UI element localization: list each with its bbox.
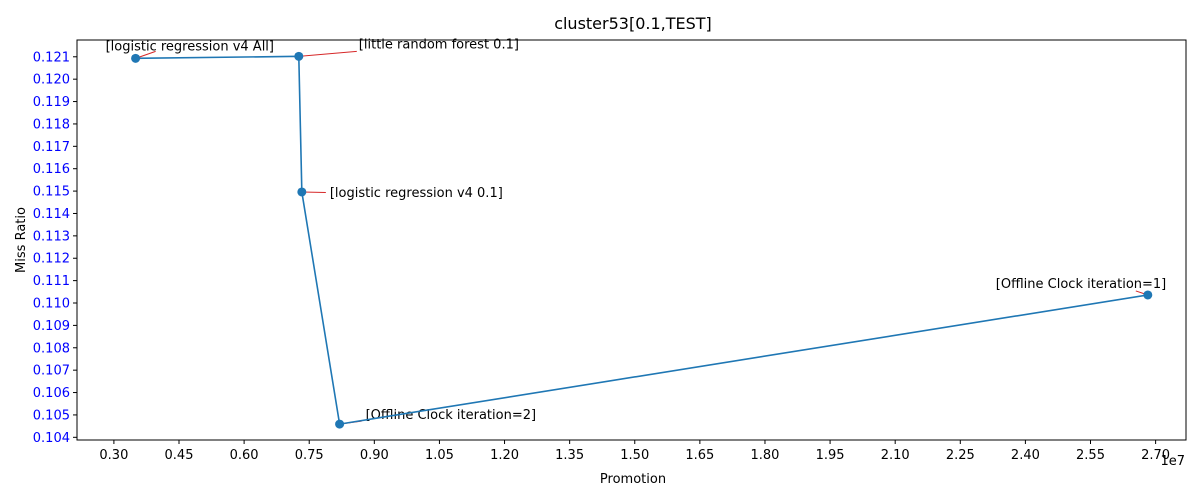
x-tick-label: 2.70 xyxy=(1141,448,1170,463)
y-tick-label: 0.107 xyxy=(33,364,70,379)
axes-frame xyxy=(76,39,1187,441)
x-offset-label: 1e7 xyxy=(1160,454,1185,469)
annotation-connector xyxy=(298,50,357,57)
x-axis-label: Promotion xyxy=(600,472,666,487)
y-axis-label: Miss Ratio xyxy=(14,207,29,273)
annotation-label: [little random forest 0.1] xyxy=(359,37,519,52)
x-tick-label: 2.40 xyxy=(1011,448,1040,463)
data-point xyxy=(294,51,304,61)
y-tick-label: 0.111 xyxy=(33,274,70,289)
x-tick-label: 1.20 xyxy=(490,448,519,463)
x-tick-label: 0.60 xyxy=(230,448,259,463)
x-tick-label: 0.45 xyxy=(165,448,194,463)
y-tick-label: 0.110 xyxy=(33,297,70,312)
x-tick-label: 0.75 xyxy=(295,448,324,463)
y-tick-label: 0.112 xyxy=(33,252,70,267)
y-tick-label: 0.120 xyxy=(33,73,70,88)
data-point xyxy=(335,419,345,429)
x-tick-label: 1.35 xyxy=(555,448,584,463)
y-tick-label: 0.113 xyxy=(33,229,70,244)
x-tick-label: 1.50 xyxy=(620,448,649,463)
y-tick-label: 0.106 xyxy=(33,386,70,401)
x-tick-label: 1.95 xyxy=(816,448,845,463)
y-tick-label: 0.105 xyxy=(33,408,70,423)
x-tick-label: 1.80 xyxy=(750,448,779,463)
y-tick-label: 0.116 xyxy=(33,162,70,177)
x-tick-label: 0.90 xyxy=(360,448,389,463)
y-tick-label: 0.117 xyxy=(33,140,70,155)
data-point xyxy=(1143,290,1153,300)
y-tick-label: 0.118 xyxy=(33,117,70,132)
y-tick-label: 0.119 xyxy=(33,95,70,110)
y-tick-label: 0.114 xyxy=(33,207,70,222)
chart-title: cluster53[0.1,TEST] xyxy=(554,14,712,33)
x-tick-label: 0.30 xyxy=(99,448,128,463)
x-tick-label: 1.65 xyxy=(685,448,714,463)
y-tick-label: 0.121 xyxy=(33,50,70,65)
y-tick-label: 0.108 xyxy=(33,341,70,356)
x-tick-label: 2.10 xyxy=(881,448,910,463)
x-tick-label: 1.05 xyxy=(425,448,454,463)
data-point xyxy=(131,53,141,63)
y-tick-label: 0.109 xyxy=(33,319,70,334)
x-tick-label: 2.55 xyxy=(1076,448,1105,463)
y-tick-label: 0.104 xyxy=(33,431,70,446)
plot-area: 0.30 0.45 0.60 0.75 0.90 1.05 1.20 1.35 1.50 1.65… xyxy=(33,37,1187,463)
data-point xyxy=(297,187,307,197)
x-tick-label: 2.25 xyxy=(946,448,975,463)
y-tick-label: 0.115 xyxy=(33,185,70,200)
annotation-label: [logistic regression v4 All] xyxy=(106,39,274,54)
annotation-label: [Offline Clock iteration=2] xyxy=(366,408,536,423)
annotation-label: [Offline Clock iteration=1] xyxy=(996,277,1166,292)
annotation-label: [logistic regression v4 0.1] xyxy=(330,186,503,201)
